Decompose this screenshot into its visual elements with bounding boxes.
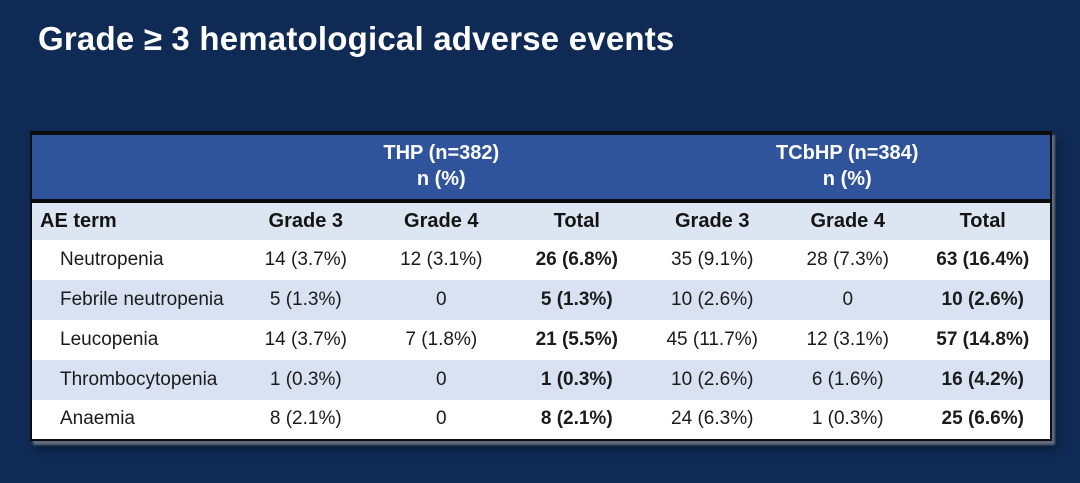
adverse-events-table: THP (n=382) n (%) TCbHP (n=384) n (%) AE… (30, 131, 1052, 441)
value-cell: 14 (3.7%) (238, 239, 374, 280)
value-cell: 1 (0.3%) (779, 399, 916, 440)
value-cell: 0 (373, 279, 510, 320)
value-cell: 45 (11.7%) (644, 319, 780, 360)
ae-term-cell: Neutropenia (31, 239, 239, 280)
table-row-neutropenia: Neutropenia 14 (3.7%) 12 (3.1%) 26 (6.8%… (31, 239, 1051, 280)
group-header-thp: THP (n=382) n (%) (238, 133, 645, 203)
total-cell: 57 (14.8%) (915, 319, 1051, 360)
value-cell: 14 (3.7%) (238, 319, 374, 360)
column-header-thp-total: Total (509, 200, 645, 240)
table-row-anaemia: Anaemia 8 (2.1%) 0 8 (2.1%) 24 (6.3%) 1 … (31, 399, 1051, 440)
value-cell: 8 (2.1%) (238, 399, 374, 440)
value-cell: 10 (2.6%) (644, 279, 780, 320)
ae-term-cell: Febrile neutropenia (31, 279, 239, 320)
total-cell: 16 (4.2%) (915, 359, 1051, 400)
ae-table: THP (n=382) n (%) TCbHP (n=384) n (%) AE… (30, 131, 1052, 441)
column-header-thp-grade3: Grade 3 (238, 200, 374, 240)
table-row-thrombocytopenia: Thrombocytopenia 1 (0.3%) 0 1 (0.3%) 10 … (31, 359, 1051, 400)
total-cell: 5 (1.3%) (509, 279, 645, 320)
total-cell: 63 (16.4%) (915, 239, 1051, 280)
group-header-row: THP (n=382) n (%) TCbHP (n=384) n (%) (31, 133, 1051, 203)
value-cell: 1 (0.3%) (238, 359, 374, 400)
value-cell: 12 (3.1%) (779, 319, 916, 360)
value-cell: 7 (1.8%) (373, 319, 510, 360)
value-cell: 0 (779, 279, 916, 320)
group-header-spacer (31, 133, 239, 203)
value-cell: 10 (2.6%) (644, 359, 780, 400)
value-cell: 5 (1.3%) (238, 279, 374, 320)
column-header-tcbhp-total: Total (915, 200, 1051, 240)
group-header-tcbhp-title: TCbHP (n=384) (776, 142, 919, 164)
group-header-thp-subtitle: n (%) (416, 168, 466, 191)
group-header-tcbhp-subtitle: n (%) (822, 168, 872, 191)
total-cell: 21 (5.5%) (509, 319, 645, 360)
group-header-thp-title: THP (n=382) (383, 142, 500, 164)
column-header-tcbhp-grade4: Grade 4 (779, 200, 916, 240)
ae-term-cell: Anaemia (31, 399, 239, 440)
total-cell: 10 (2.6%) (915, 279, 1051, 320)
column-header-tcbhp-grade3: Grade 3 (644, 200, 780, 240)
ae-term-cell: Thrombocytopenia (31, 359, 239, 400)
value-cell: 0 (373, 359, 510, 400)
table-row-febrile-neutropenia: Febrile neutropenia 5 (1.3%) 0 5 (1.3%) … (31, 279, 1051, 320)
total-cell: 8 (2.1%) (509, 399, 645, 440)
group-header-tcbhp: TCbHP (n=384) n (%) (644, 133, 1051, 203)
ae-term-cell: Leucopenia (31, 319, 239, 360)
table-row-leucopenia: Leucopenia 14 (3.7%) 7 (1.8%) 21 (5.5%) … (31, 319, 1051, 360)
value-cell: 35 (9.1%) (644, 239, 780, 280)
value-cell: 12 (3.1%) (373, 239, 510, 280)
value-cell: 24 (6.3%) (644, 399, 780, 440)
value-cell: 6 (1.6%) (779, 359, 916, 400)
column-header-thp-grade4: Grade 4 (373, 200, 510, 240)
value-cell: 28 (7.3%) (779, 239, 916, 280)
column-header-row: AE term Grade 3 Grade 4 Total Grade 3 Gr… (31, 200, 1051, 240)
total-cell: 1 (0.3%) (509, 359, 645, 400)
column-header-ae-term: AE term (31, 200, 239, 240)
page-title: Grade ≥ 3 hematological adverse events (38, 20, 675, 57)
value-cell: 0 (373, 399, 510, 440)
total-cell: 25 (6.6%) (915, 399, 1051, 440)
total-cell: 26 (6.8%) (509, 239, 645, 280)
